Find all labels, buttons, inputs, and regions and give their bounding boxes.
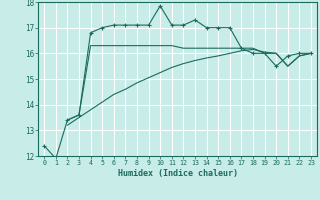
X-axis label: Humidex (Indice chaleur): Humidex (Indice chaleur) bbox=[118, 169, 238, 178]
